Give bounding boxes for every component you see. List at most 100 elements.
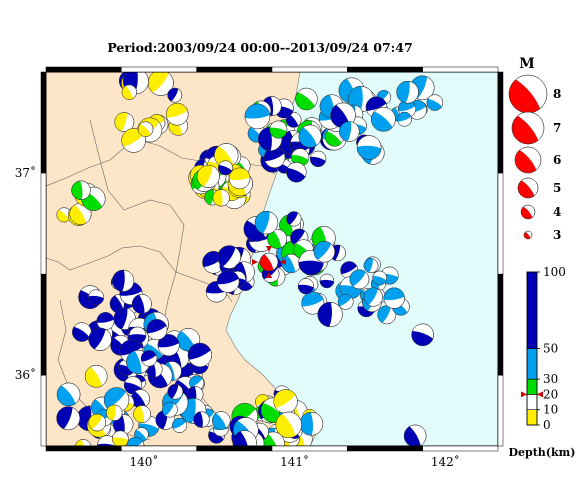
frame-bar — [40, 172, 47, 275]
mechanism-0-33 — [212, 189, 230, 207]
mechanism-7-13 — [313, 241, 336, 263]
mechanism-7-19 — [337, 293, 354, 310]
mechanism-11-17 — [74, 439, 92, 446]
frame-bar — [196, 445, 273, 452]
mechanism-10-29 — [140, 350, 158, 367]
magnitude-legend-ball-5 — [517, 177, 539, 199]
mechanism-11-15 — [133, 405, 151, 423]
frame-bar — [45, 445, 122, 452]
mechanism-5-5 — [426, 94, 444, 111]
mechanism-12-15 — [193, 411, 210, 428]
mechanism-3-28 — [298, 124, 322, 148]
mechanism-15-3 — [363, 287, 383, 307]
mechanism-10-22 — [146, 319, 168, 341]
mechanism-0-35 — [228, 167, 251, 190]
mechanism-7-17 — [349, 269, 370, 290]
depth-tick-label-10: 10 — [543, 403, 558, 417]
mechanism-6-19 — [243, 216, 270, 242]
depth-segment-0-10 — [526, 409, 538, 426]
mechanism-15-0 — [377, 305, 397, 325]
mechanism-1-0 — [114, 112, 135, 132]
magnitude-legend-ball-7 — [511, 111, 545, 145]
mechanism-single-2 — [396, 80, 419, 104]
mechanism-6-22 — [290, 228, 309, 247]
period-title: Period:2003/09/24 00:00--2013/09/24 07:4… — [107, 40, 413, 55]
lon-tick-label: 140˚ — [129, 454, 158, 469]
magnitude-legend-label-4: 4 — [553, 205, 561, 219]
frame-bar — [40, 374, 47, 447]
prefecture-border-3 — [46, 245, 177, 273]
mechanism-3-27 — [244, 103, 271, 130]
depth-segment-20-30 — [526, 378, 538, 395]
frame-bar — [347, 445, 423, 452]
mechanism-7-15 — [372, 270, 388, 286]
lon-tick-label: 142˚ — [431, 454, 460, 469]
mechanism-9-8 — [96, 312, 115, 330]
main-event-marker-3 — [265, 272, 272, 279]
mechanism-4-14 — [339, 121, 360, 142]
mechanism-10-20 — [157, 334, 180, 357]
frame-bar — [121, 445, 197, 452]
frame-bar — [196, 66, 273, 73]
frame-bar — [497, 374, 504, 447]
mechanism-9-18 — [131, 294, 152, 314]
depth-tick-label-0: 0 — [543, 418, 551, 432]
magnitude-legend-ball-8 — [508, 74, 548, 114]
magnitude-legend-ball-3 — [523, 230, 533, 240]
mechanism-3-29 — [269, 120, 288, 139]
mechanism-6-15 — [267, 228, 288, 249]
prefecture-border-6 — [89, 119, 171, 211]
mechanism-7-1 — [340, 261, 359, 280]
mechanism-12-8 — [172, 417, 188, 433]
mechanism-10-27 — [130, 389, 150, 409]
mechanism-3-16 — [295, 87, 318, 111]
mechanism-1-4 — [147, 72, 174, 96]
mechanism-2-0 — [56, 207, 72, 223]
depth-segment-30-50 — [526, 348, 538, 380]
depth-tick-label-100: 100 — [543, 265, 566, 279]
mechanism-12-16 — [161, 401, 178, 418]
depth-event-marker-right — [537, 391, 543, 398]
mechanism-11-1 — [84, 364, 108, 388]
frame-bar — [497, 273, 504, 376]
main-event-layer — [251, 246, 286, 279]
mechanism-3-11 — [309, 150, 327, 168]
lon-tick-label: 141˚ — [280, 454, 309, 469]
mechanism-layer — [56, 72, 444, 446]
lat-tick-label: 36˚ — [15, 367, 36, 382]
mechanism-1-12 — [137, 121, 154, 137]
mechanism-4-15 — [371, 106, 396, 132]
frame-bar — [40, 71, 47, 174]
main-event-marker-2 — [265, 246, 272, 253]
frame-bar — [347, 66, 423, 73]
mechanism-12-14 — [212, 411, 231, 430]
depth-tick-label-20: 20 — [543, 387, 558, 401]
frame-bar — [497, 172, 504, 275]
mechanism-11-16 — [88, 413, 107, 432]
mechanism-single-0 — [411, 323, 434, 347]
lat-tick-label: 37˚ — [15, 165, 36, 180]
mechanism-2-5 — [71, 180, 91, 200]
depth-legend-title: Depth(km) — [509, 446, 576, 459]
mechanism-0-38 — [218, 160, 233, 176]
frame-bar — [121, 66, 197, 73]
frame-bar — [422, 445, 499, 452]
mechanism-7-16 — [319, 273, 335, 289]
magnitude-legend-label-5: 5 — [553, 181, 561, 195]
mechanism-1-7 — [167, 87, 183, 103]
mechanism-single-1 — [403, 424, 427, 446]
map-frame — [40, 66, 504, 452]
mechanism-6-23 — [254, 210, 279, 235]
main-event-marker-0 — [251, 259, 258, 266]
mechanism-9-15 — [88, 289, 105, 306]
frame-bar — [45, 66, 122, 73]
mechanism-7-11 — [363, 258, 379, 274]
mechanism-15-2 — [383, 287, 405, 309]
mechanism-7-12 — [297, 278, 314, 295]
magnitude-legend-label-7: 7 — [553, 121, 561, 135]
mechanism-0-39 — [196, 165, 220, 188]
depth-tick-label-50: 50 — [543, 342, 558, 356]
